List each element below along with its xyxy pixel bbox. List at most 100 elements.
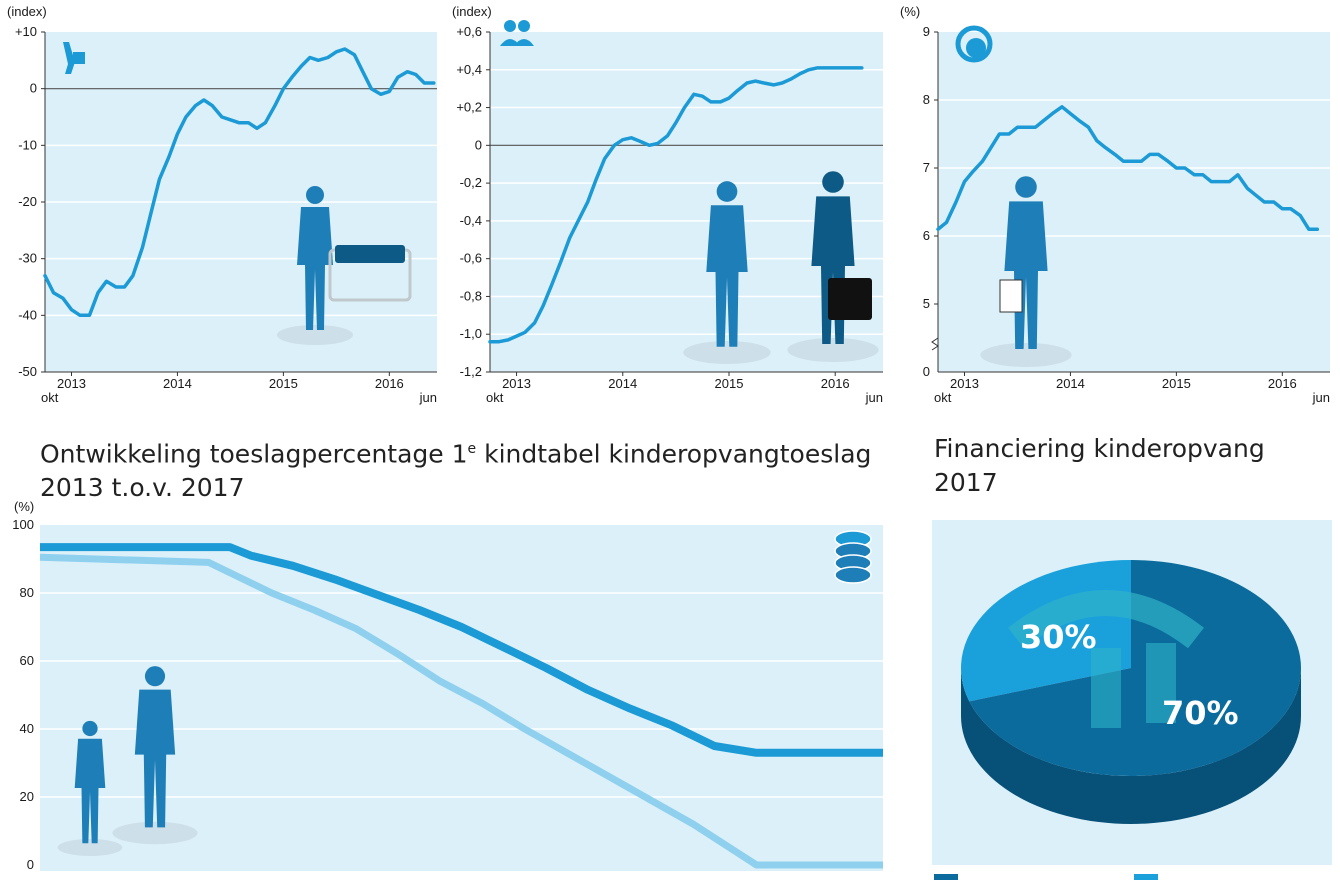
shadow: [787, 338, 879, 362]
y-tick-label: -20: [18, 194, 37, 209]
y-tick-label: 40: [20, 721, 34, 736]
y-tick-label: -0,2: [460, 175, 482, 190]
title-line2: 2013 t.o.v. 2017: [40, 473, 245, 503]
icon-head: [518, 20, 530, 32]
watermark-symbol: [1146, 643, 1176, 723]
coins-icon: [834, 530, 872, 584]
x-tick-label: 2014: [608, 376, 637, 391]
legend-swatch: [934, 874, 958, 880]
woman-figure: [277, 186, 353, 345]
title-superscript: e: [467, 441, 477, 457]
y-tick-label: -1,0: [460, 326, 482, 341]
x-start-label: okt: [934, 390, 952, 405]
y-tick-label: 5: [923, 296, 930, 311]
title-line1-end: kindtabel kinderopvangtoeslag: [476, 439, 872, 469]
x-tick-label: 2015: [1162, 376, 1191, 391]
head: [822, 171, 844, 193]
legend-swatch: [1134, 874, 1158, 880]
briefcase: [828, 278, 872, 320]
shadow: [112, 821, 198, 845]
icon-bodies: [500, 39, 534, 46]
y-tick-label: +0,4: [456, 62, 482, 77]
y-tick-label: 9: [923, 24, 930, 39]
title-financiering-text: Financiering kinderopvang 2017: [934, 434, 1265, 497]
x-tick-label: 2013: [950, 376, 979, 391]
x-tick-label: 2013: [57, 376, 86, 391]
series-line: [936, 105, 1320, 231]
body: [74, 738, 106, 844]
series-line: [488, 66, 864, 344]
y-tick-label: 80: [20, 585, 34, 600]
axis-break: [931, 337, 939, 351]
slice-label: 70%: [1162, 694, 1239, 732]
x-start-label: okt: [486, 390, 504, 405]
y-tick-label: 6: [923, 228, 930, 243]
y-tick-label: -0,4: [460, 213, 482, 228]
chart-title-financiering: Financiering kinderopvang 2017: [934, 432, 1334, 500]
chart-svg: +10 0 -10 -20 -30 -40 -50 2013 2014 2015 2016 okt ju…: [7, 4, 437, 405]
x-end-label: jun: [419, 390, 437, 405]
x-tick-label: 2014: [1056, 376, 1085, 391]
uwv-ring: [955, 25, 993, 63]
x-tick-label: 2016: [821, 376, 850, 391]
chart-economic-index: +0,6 +0,4 +0,2 0 -0,2 -0,4 -0,6 -0,8 -1,0 -1,2 201…: [450, 0, 900, 410]
icon-head: [504, 20, 516, 32]
chart-toeslagpercentage: 100 80 60 40 20 0 (%): [0, 495, 900, 880]
shadow: [277, 325, 353, 345]
y-tick-label: 8: [923, 92, 930, 107]
y-tick-label: -0,6: [460, 251, 482, 266]
body: [134, 689, 176, 828]
shadow: [980, 343, 1072, 367]
y-tick-label: -40: [18, 307, 37, 322]
head: [306, 186, 324, 204]
pie-svg: 30% 70%: [932, 520, 1332, 880]
chart-svg: 100 80 60 40 20 0 (%): [12, 499, 884, 872]
x-tick-label: 2013: [502, 376, 531, 391]
chart-svg: 9 8 7 6 5 0 2013 2014 2015 2016 okt jun (%): [900, 4, 1330, 405]
body: [297, 207, 333, 330]
woman-figure: [683, 181, 771, 364]
unit-label: (index): [7, 4, 47, 19]
x-end-label: jun: [1312, 390, 1330, 405]
business-people-icon: [500, 20, 534, 46]
x-tick-label: 2015: [269, 376, 298, 391]
shopper-icon: [63, 42, 85, 74]
watermark-symbol: [1008, 590, 1204, 649]
y-tick-label: -0,8: [460, 288, 482, 303]
chart-title-toeslag: Ontwikkeling toeslagpercentage 1e kindta…: [40, 432, 880, 505]
chart-svg: +0,6 +0,4 +0,2 0 -0,2 -0,4 -0,6 -0,8 -1,0 -1,2 201…: [452, 4, 883, 405]
head: [82, 720, 98, 737]
y-tick-label: 0: [30, 81, 37, 96]
y-tick-label: +0,2: [456, 100, 482, 115]
y-tick-label: 0: [923, 364, 930, 379]
series-line-1: [40, 543, 883, 757]
pie-slice: [969, 560, 1301, 776]
y-tick-label: 7: [923, 160, 930, 175]
mother-figure: [112, 666, 198, 845]
y-tick-label: 0: [475, 137, 482, 152]
pie-side: [961, 668, 1301, 824]
chart-financiering-pie: 30% 70%: [932, 520, 1340, 880]
y-tick-label: -1,2: [460, 364, 482, 379]
y-tick-label: -50: [18, 364, 37, 379]
unit-label: (%): [900, 4, 920, 19]
coin: [834, 566, 872, 584]
head: [716, 181, 738, 202]
x-start-label: okt: [41, 390, 59, 405]
y-tick-label: 20: [20, 789, 34, 804]
x-end-label: jun: [865, 390, 883, 405]
series-line: [43, 47, 436, 318]
uwv-dot: [966, 38, 986, 58]
x-tick-label: 2014: [163, 376, 192, 391]
y-tick-label: -10: [18, 137, 37, 152]
cart-groceries: [335, 245, 405, 263]
watermark-symbol: [1091, 648, 1121, 728]
head: [144, 666, 166, 687]
shadow: [57, 839, 123, 856]
body: [706, 205, 748, 347]
unit-label: (%): [14, 499, 34, 514]
chart-unemployment: 9 8 7 6 5 0 2013 2014 2015 2016 okt jun (%): [900, 0, 1340, 410]
clipboard: [999, 279, 1023, 313]
y-tick-label: -30: [18, 251, 37, 266]
shadow: [683, 341, 771, 364]
